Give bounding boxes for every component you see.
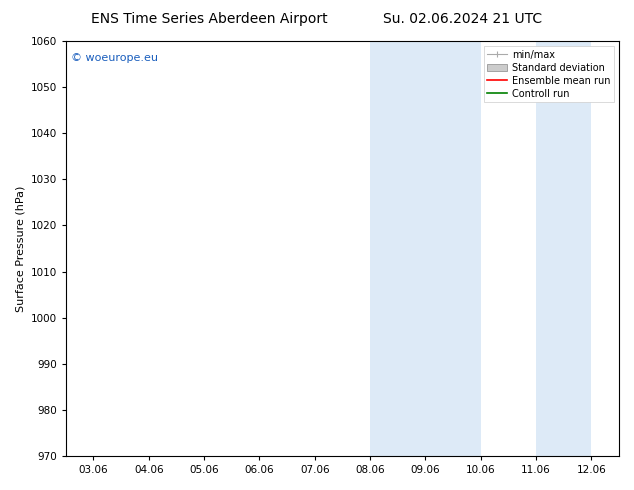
Text: Su. 02.06.2024 21 UTC: Su. 02.06.2024 21 UTC: [384, 12, 542, 26]
Legend: min/max, Standard deviation, Ensemble mean run, Controll run: min/max, Standard deviation, Ensemble me…: [484, 46, 614, 102]
Bar: [536, 41, 592, 456]
Text: © woeurope.eu: © woeurope.eu: [72, 53, 158, 64]
Text: ENS Time Series Aberdeen Airport: ENS Time Series Aberdeen Airport: [91, 12, 328, 26]
Y-axis label: Surface Pressure (hPa): Surface Pressure (hPa): [15, 185, 25, 312]
Bar: [370, 41, 481, 456]
